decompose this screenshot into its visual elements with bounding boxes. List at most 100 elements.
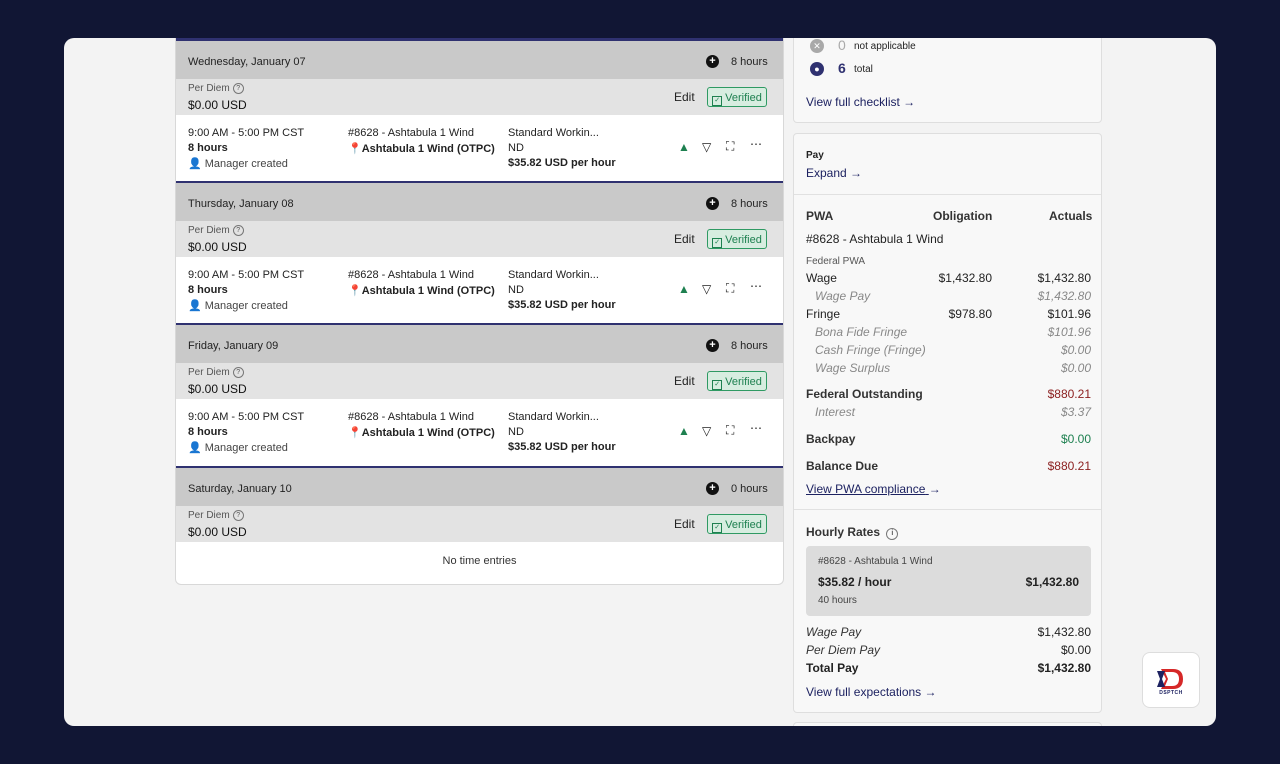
logo-mark-icon bbox=[1157, 669, 1183, 689]
view-expectations-link[interactable]: View full expectations → bbox=[806, 685, 937, 699]
checklist-card: ✕ 0 not applicable ● 6 total View full c… bbox=[793, 38, 1102, 123]
backpay-label: Backpay bbox=[806, 432, 856, 446]
balance-due-label: Balance Due bbox=[806, 459, 879, 473]
reject-icon[interactable]: ▽ bbox=[702, 282, 712, 296]
per-diem-label: Per Diem? bbox=[188, 510, 244, 521]
entry-time: 9:00 AM - 5:00 PM CST bbox=[188, 269, 305, 281]
user-circle-icon: ● bbox=[810, 62, 824, 76]
edit-button[interactable]: Edit bbox=[674, 232, 695, 246]
pwa-project: #8628 - Ashtabula 1 Wind bbox=[806, 232, 944, 246]
entry-project: #8628 - Ashtabula 1 Wind bbox=[348, 269, 474, 281]
more-icon[interactable]: ⋯ bbox=[750, 421, 762, 435]
expand-link[interactable]: Expand → bbox=[806, 166, 863, 180]
wage-pay-summary-label: Wage Pay bbox=[806, 625, 862, 639]
expand-icon[interactable]: ⛶ bbox=[726, 423, 735, 437]
expand-icon[interactable]: ⛶ bbox=[726, 139, 735, 153]
federal-pwa-label: Federal PWA bbox=[806, 256, 866, 267]
entry-rate: $35.82 USD per hour bbox=[508, 157, 616, 169]
entry-project: #8628 - Ashtabula 1 Wind bbox=[348, 127, 474, 139]
user-edit-icon: 👤 bbox=[188, 442, 202, 454]
per-diem-row: Per Diem? $0.00 USD Edit ✓ Verified bbox=[176, 506, 783, 542]
pay-title: Pay bbox=[806, 150, 824, 161]
check-icon: ✓ bbox=[712, 380, 723, 390]
time-entry[interactable]: 9:00 AM - 5:00 PM CST 8 hours 👤 Manager … bbox=[176, 115, 783, 181]
federal-outstanding-value: $880.21 bbox=[1047, 387, 1091, 401]
day-hours: 8 hours bbox=[731, 198, 768, 210]
entry-time: 9:00 AM - 5:00 PM CST bbox=[188, 411, 305, 423]
check-icon: ✓ bbox=[712, 523, 723, 533]
day-header: Wednesday, January 07 + 8 hours bbox=[176, 41, 783, 79]
day-header: Saturday, January 10 + 0 hours bbox=[176, 468, 783, 506]
time-entry[interactable]: 9:00 AM - 5:00 PM CST 8 hours 👤 Manager … bbox=[176, 257, 783, 323]
help-icon[interactable]: ? bbox=[232, 225, 244, 236]
add-entry-icon[interactable]: + bbox=[706, 197, 719, 210]
edit-button[interactable]: Edit bbox=[674, 90, 695, 104]
day-hours: 8 hours bbox=[731, 56, 768, 68]
check-icon: ✓ bbox=[712, 238, 723, 248]
per-diem-row: Per Diem? $0.00 USD Edit ✓ Verified bbox=[176, 221, 783, 257]
per-diem-label: Per Diem? bbox=[188, 225, 244, 236]
day-hours: 8 hours bbox=[731, 340, 768, 352]
day-header: Friday, January 09 + 8 hours bbox=[176, 325, 783, 363]
wage-actual: $1,432.80 bbox=[1037, 271, 1091, 285]
expand-icon[interactable]: ⛶ bbox=[726, 281, 735, 295]
entry-creator: 👤 Manager created bbox=[188, 442, 288, 454]
more-icon[interactable]: ⋯ bbox=[750, 279, 762, 293]
add-entry-icon[interactable]: + bbox=[706, 339, 719, 352]
edit-button[interactable]: Edit bbox=[674, 374, 695, 388]
edit-button[interactable]: Edit bbox=[674, 517, 695, 531]
verified-badge[interactable]: ✓ Verified bbox=[707, 87, 767, 107]
approve-icon[interactable]: ▲ bbox=[678, 424, 690, 438]
cash-fringe-actual: $0.00 bbox=[1060, 343, 1091, 357]
entry-rate: $35.82 USD per hour bbox=[508, 299, 616, 311]
info-icon[interactable]: i bbox=[886, 528, 899, 540]
per-diem-row: Per Diem? $0.00 USD Edit ✓ Verified bbox=[176, 79, 783, 115]
rate-total: $1,432.80 bbox=[1025, 575, 1079, 589]
more-icon[interactable]: ⋯ bbox=[750, 137, 762, 151]
per-diem-value: $0.00 USD bbox=[188, 240, 247, 254]
help-icon[interactable]: ? bbox=[232, 510, 244, 521]
help-icon[interactable]: ? bbox=[232, 367, 244, 378]
reject-icon[interactable]: ▽ bbox=[702, 424, 712, 438]
rate-value: $35.82 / hour bbox=[818, 575, 892, 589]
add-entry-icon[interactable]: + bbox=[706, 55, 719, 68]
pwa-compliance-link[interactable]: View PWA compliance → bbox=[806, 482, 941, 496]
entry-state: ND bbox=[508, 142, 524, 154]
view-checklist-link[interactable]: View full checklist → bbox=[806, 95, 916, 109]
entry-duration: 8 hours bbox=[188, 142, 228, 154]
divider bbox=[794, 509, 1101, 510]
no-entries-message: No time entries bbox=[442, 555, 517, 567]
verified-badge[interactable]: ✓ Verified bbox=[707, 371, 767, 391]
divider bbox=[176, 323, 783, 325]
total-pay-label: Total Pay bbox=[806, 661, 859, 675]
total-label: total bbox=[854, 64, 873, 75]
per-diem-value: $0.00 USD bbox=[188, 98, 247, 112]
entry-duration: 8 hours bbox=[188, 284, 228, 296]
reject-icon[interactable]: ▽ bbox=[702, 140, 712, 154]
wage-pay-summary-value: $1,432.80 bbox=[1037, 625, 1091, 639]
next-card bbox=[793, 722, 1102, 726]
add-entry-icon[interactable]: + bbox=[706, 482, 719, 495]
verified-badge[interactable]: ✓ Verified bbox=[707, 229, 767, 249]
wage-pay-actual: $1,432.80 bbox=[1037, 289, 1091, 303]
entry-time: 9:00 AM - 5:00 PM CST bbox=[188, 127, 305, 139]
per-diem-value: $0.00 USD bbox=[188, 525, 247, 539]
wage-surplus-actual: $0.00 bbox=[1060, 361, 1091, 375]
entry-location: 📍Ashtabula 1 Wind (OTPC) bbox=[348, 427, 495, 439]
dsptch-logo[interactable]: DSPTCH bbox=[1142, 652, 1200, 708]
approve-icon[interactable]: ▲ bbox=[678, 140, 690, 154]
bona-fide-actual: $101.96 bbox=[1047, 325, 1091, 339]
entry-rate: $35.82 USD per hour bbox=[508, 441, 616, 453]
approve-icon[interactable]: ▲ bbox=[678, 282, 690, 296]
verified-badge[interactable]: ✓ Verified bbox=[707, 514, 767, 534]
balance-due-value: $880.21 bbox=[1047, 459, 1091, 473]
logo-text: DSPTCH bbox=[1159, 690, 1183, 696]
obligation-header: Obligation bbox=[933, 209, 993, 223]
hourly-rates-title: Hourly Rates i bbox=[806, 525, 899, 540]
arrow-right-icon: → bbox=[928, 482, 941, 496]
help-icon[interactable]: ? bbox=[232, 83, 244, 94]
per-diem-row: Per Diem? $0.00 USD Edit ✓ Verified bbox=[176, 363, 783, 399]
pwa-header: PWA bbox=[806, 209, 834, 223]
entry-location: 📍Ashtabula 1 Wind (OTPC) bbox=[348, 143, 495, 155]
time-entry[interactable]: 9:00 AM - 5:00 PM CST 8 hours 👤 Manager … bbox=[176, 399, 783, 465]
